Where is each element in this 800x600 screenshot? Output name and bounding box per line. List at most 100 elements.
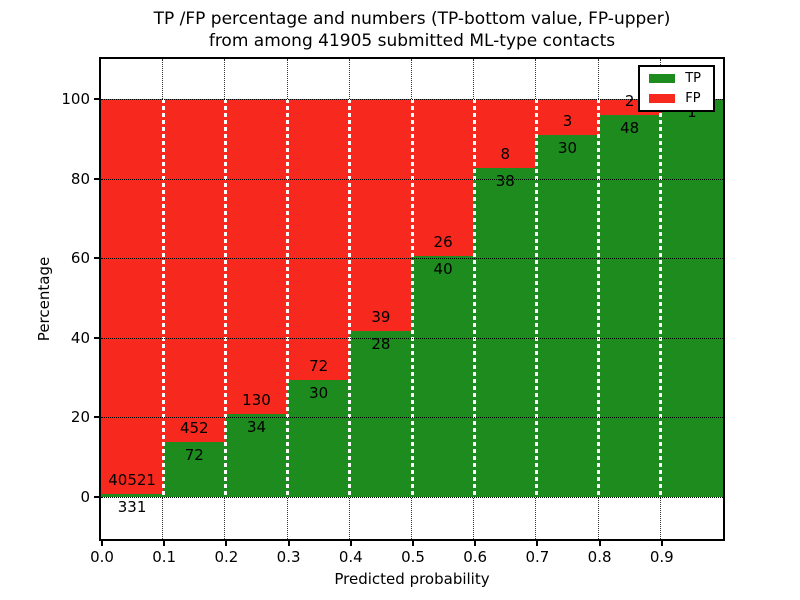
- bar-separator: [472, 99, 476, 497]
- axis-spine-bottom: [99, 539, 725, 541]
- legend-swatch-tp: [649, 74, 676, 83]
- bar-label-fp: 72: [309, 356, 329, 375]
- chart-title-line2: from among 41905 submitted ML-type conta…: [208, 31, 616, 51]
- x-tick-mark: [660, 541, 663, 546]
- bar-separator: [223, 99, 227, 497]
- bar-label-tp: 72: [184, 446, 204, 465]
- bar-separator: [286, 99, 290, 497]
- x-tick-label: 0.3: [276, 548, 301, 566]
- bar-label-tp: 34: [246, 418, 267, 437]
- bar-label-tp: 48: [620, 118, 640, 137]
- bar-label-tp: 38: [495, 172, 515, 191]
- legend-row: TP: [649, 72, 701, 85]
- x-tick-mark: [163, 541, 166, 546]
- y-tick-mark: [94, 177, 99, 180]
- x-tick-label: 0.9: [649, 548, 674, 566]
- y-tick-label: 80: [70, 169, 90, 188]
- y-axis-label: Percentage: [35, 256, 53, 342]
- bar-segment-tp: [101, 493, 164, 497]
- bar-segment-fp: [474, 99, 537, 169]
- y-tick-mark: [94, 257, 99, 260]
- y-tick-mark: [94, 336, 99, 339]
- x-tick-label: 0.7: [525, 548, 550, 566]
- horizontal-gridline: [101, 178, 723, 180]
- x-tick-mark: [598, 541, 601, 546]
- legend-label: FP: [685, 91, 701, 106]
- x-tick-mark: [536, 541, 539, 546]
- bar-label-fp: 8: [500, 145, 511, 164]
- x-tick-label: 0.6: [463, 548, 488, 566]
- y-tick-label: 40: [70, 328, 90, 347]
- axis-spine-top: [99, 57, 725, 59]
- x-tick-mark: [412, 541, 414, 546]
- horizontal-gridline: [101, 497, 723, 498]
- bar-segment-fp: [349, 99, 412, 331]
- bar-segment-fp: [412, 99, 475, 256]
- x-tick-label: 0.8: [587, 548, 612, 566]
- bar-label-tp: 30: [557, 139, 578, 158]
- x-tick-label: 0.2: [214, 548, 239, 566]
- bar-label-fp: 452: [179, 419, 209, 438]
- bar-segment-tp: [598, 114, 661, 497]
- bar-segment-fp: [163, 99, 226, 443]
- bar-segment-tp: [660, 99, 723, 497]
- y-tick-mark: [94, 496, 99, 498]
- horizontal-gridline: [101, 417, 723, 419]
- bar-label-tp: 40: [433, 259, 453, 278]
- bar-segment-tp: [474, 168, 537, 497]
- bar-label-fp: 3: [562, 112, 573, 131]
- bar-separator: [410, 99, 414, 497]
- bar-label-tp: 1: [687, 103, 697, 121]
- chart-title: TP /FP percentage and numbers (TP-bottom…: [101, 8, 723, 52]
- bar-segment-fp: [101, 99, 164, 494]
- bar-segment-fp: [287, 99, 350, 380]
- bar-segment-fp: [225, 99, 288, 415]
- bar-separator: [161, 99, 165, 497]
- axis-spine-right: [723, 57, 725, 541]
- x-tick-mark: [101, 541, 103, 546]
- bar-segment-tp: [349, 330, 412, 497]
- x-tick-label: 0.5: [401, 548, 425, 566]
- x-tick-label: 0.0: [90, 548, 114, 566]
- bar-label-fp: 39: [371, 307, 391, 326]
- bar-segment-tp: [225, 414, 288, 497]
- x-tick-mark: [474, 541, 477, 546]
- bar-segment-tp: [412, 255, 475, 497]
- bar-label-fp: 40521: [108, 470, 156, 489]
- legend-row: FP: [649, 92, 701, 105]
- x-tick-label: 0.1: [152, 548, 177, 566]
- plot-area: 40521 331 452 72 130 34 72 30 39 28 26 40 8 38 3 30 2 48 1…: [101, 59, 723, 539]
- x-tick-mark: [349, 541, 352, 546]
- chart-title-line1: TP /FP percentage and numbers (TP-bottom…: [153, 9, 671, 29]
- y-tick-label: 100: [61, 90, 90, 108]
- bar-segment-tp: [163, 442, 226, 497]
- y-tick-label: 0: [80, 488, 90, 506]
- x-axis-label: Predicted probability: [334, 570, 490, 588]
- y-tick-label: 20: [70, 408, 90, 427]
- bar-separator: [348, 99, 352, 497]
- legend-label: TP: [685, 71, 701, 86]
- y-tick-label: 60: [70, 249, 90, 268]
- bar-label-fp: 26: [433, 232, 453, 251]
- legend-swatch-fp: [649, 94, 676, 103]
- y-tick-mark: [94, 98, 99, 100]
- bar-segment-fp: [536, 99, 599, 136]
- x-tick-mark: [287, 541, 290, 546]
- bar-separator: [659, 99, 663, 497]
- legend: TP FP: [638, 65, 715, 112]
- horizontal-gridline: [101, 99, 723, 100]
- bar-label-fp: 130: [242, 391, 271, 410]
- bar-separator: [534, 99, 538, 497]
- horizontal-gridline: [101, 337, 723, 339]
- y-tick-mark: [94, 416, 99, 419]
- x-tick-mark: [225, 541, 228, 546]
- bar-segment-tp: [287, 379, 350, 497]
- bar-separator: [597, 99, 601, 497]
- bar-segment-tp: [536, 135, 599, 497]
- horizontal-gridline: [101, 258, 723, 260]
- bar-label-fp: 2: [624, 91, 635, 110]
- bar-label-tp: 30: [309, 383, 329, 402]
- axis-spine-left: [99, 57, 101, 541]
- x-tick-label: 0.4: [338, 548, 363, 566]
